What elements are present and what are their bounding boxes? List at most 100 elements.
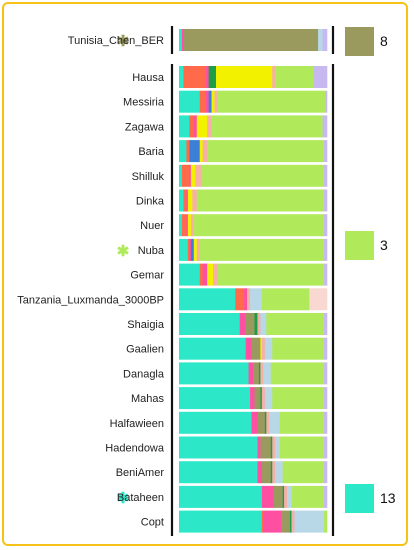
- category-label: Danagla: [123, 368, 165, 380]
- bar-segment-group_main-12-7: [260, 362, 264, 385]
- bar-segment-group_main-14-5: [264, 411, 267, 434]
- bar-segment-group_main-1-6: [211, 90, 215, 113]
- bar-segment-group_main-10-2: [239, 313, 246, 335]
- bar-segment-group_main-18-2: [263, 510, 282, 533]
- bar-segment-group_main-10-0: [179, 313, 240, 335]
- bar-segment-group_main-4-1: [181, 164, 190, 187]
- bar-segment-group_main-14-8: [269, 411, 280, 434]
- bar-segment-group_main-14-10: [324, 411, 328, 434]
- bar-segment-group_main-8-1: [199, 263, 203, 286]
- bar-segment-group_main-16-10: [324, 461, 328, 484]
- bar-segment-group_main-0-10: [313, 66, 328, 88]
- bar-segment-group_main-5-2: [186, 189, 189, 212]
- category-label: Shilluk: [132, 171, 165, 183]
- bar-segment-group_main-13-5: [260, 387, 263, 410]
- bar-segment-group_main-6-1: [181, 214, 187, 237]
- bar-segment-group_top-0-0: [179, 29, 183, 51]
- category-label: Tunisia_Chen_BER: [68, 35, 164, 47]
- bar-segment-group_main-1-1: [199, 90, 206, 113]
- asterisk-marker-icon: ✱: [117, 33, 130, 50]
- bar-segment-group_main-2-2: [193, 115, 198, 138]
- legend-count-label: 3: [380, 237, 388, 253]
- bar-segment-group_main-10-7: [257, 313, 261, 335]
- bar-segment-group_main-4-0: [179, 164, 183, 187]
- component-legend: 8 3 13: [345, 27, 396, 513]
- bar-segment-group_main-0-6: [216, 66, 273, 88]
- bar-segment-group_main-8-9: [217, 263, 325, 286]
- bar-segment-group_main-9-2: [244, 288, 248, 311]
- bar-segment-group_top-0-10: [322, 29, 328, 51]
- category-label: Nuer: [140, 220, 164, 232]
- bar-segment-group_main-18-7: [291, 510, 295, 533]
- bar-segment-group_main-10-4: [245, 313, 255, 335]
- bar-segment-group_main-1-7: [214, 90, 218, 113]
- bar-segment-group_main-5-6: [187, 189, 193, 212]
- bar-segment-group_main-6-0: [179, 214, 183, 237]
- bar-segment-group_main-14-0: [179, 411, 252, 434]
- bar-segment-group_main-18-8: [294, 510, 325, 533]
- bar-segment-group_main-16-9: [282, 461, 325, 484]
- bar-segment-group_main-3-7: [202, 140, 208, 163]
- bar-segment-group_main-7-7: [196, 238, 201, 261]
- bar-segment-group_main-15-4: [260, 436, 272, 459]
- bar-segment-group_main-13-8: [264, 387, 273, 410]
- bar-segment-group_main-13-0: [179, 387, 251, 410]
- bar-segment-group_main-6-10: [324, 214, 328, 237]
- bar-segment-group_main-1-0: [179, 90, 201, 113]
- bar-segment-group_main-8-0: [179, 263, 201, 286]
- bar-segment-group_main-4-2: [189, 164, 192, 187]
- bar-segment-group_main-5-1: [183, 189, 187, 212]
- bar-segment-group_main-0-0: [179, 66, 184, 88]
- category-labels: Tunisia_Chen_BER Hausa Messiria Zagawa Baria…: [17, 35, 165, 529]
- category-label: Hadendowa: [105, 443, 165, 455]
- bar-segment-group_main-15-0: [179, 436, 258, 459]
- bar-segment-group_main-2-9: [211, 115, 323, 138]
- legend-count-label: 13: [380, 490, 396, 506]
- bar-segment-group_main-15-8: [275, 436, 280, 459]
- bar-segment-group_top-0-2: [181, 29, 184, 51]
- marker-layer: ✱ ✱ ✱: [117, 33, 130, 507]
- bar-segment-group_main-13-7: [261, 387, 266, 410]
- category-label: Hausa: [132, 72, 165, 84]
- bar-segment-group_main-1-9: [217, 90, 326, 113]
- bar-segment-group_main-18-4: [281, 510, 291, 533]
- bar-segment-group_main-7-9: [199, 238, 325, 261]
- bar-segment-group_main-14-7: [266, 411, 270, 434]
- category-label: Gaalien: [126, 344, 164, 356]
- bar-segment-group_main-17-9: [291, 485, 325, 508]
- bar-segment-group_main-5-10: [324, 189, 328, 212]
- bar-segment-group_main-11-6: [260, 337, 263, 360]
- category-label: Zagawa: [125, 121, 165, 133]
- category-label: Copt: [141, 517, 164, 529]
- bar-segment-group_main-2-10: [322, 115, 328, 138]
- bar-segment-group_main-7-10: [324, 238, 328, 261]
- bar-segment-group_main-12-5: [258, 362, 261, 385]
- bar-segment-group_main-17-4: [273, 485, 283, 508]
- bar-segment-group_main-16-7: [272, 461, 276, 484]
- bar-segment-group_main-14-2: [251, 411, 258, 434]
- bar-segment-group_main-11-7: [261, 337, 266, 360]
- bar-segment-group_main-13-9: [272, 387, 325, 410]
- asterisk-marker-icon: ✱: [117, 243, 130, 260]
- category-label: Bataheen: [117, 492, 164, 504]
- bar-segment-group_main-13-4: [254, 387, 261, 410]
- bar-segment-group_main-6-9: [193, 214, 325, 237]
- bar-segment-group_main-6-6: [187, 214, 192, 237]
- bar-segment-group_main-2-7: [207, 115, 212, 138]
- bar-segment-group_main-12-10: [324, 362, 328, 385]
- bar-segment-group_main-7-1: [187, 238, 190, 261]
- bar-segment-group_top-0-4: [183, 29, 319, 51]
- bar-segment-group_main-11-9: [272, 337, 325, 360]
- axis-layer: [170, 26, 335, 536]
- bar-segment-group_main-4-9: [201, 164, 325, 187]
- bar-segment-group_main-5-7: [192, 189, 198, 212]
- bar-segment-group_main-15-2: [257, 436, 261, 459]
- category-label: Tanzania_Luxmanda_3000BP: [17, 294, 164, 306]
- bar-segment-group_main-11-0: [179, 337, 246, 360]
- bar-segment-group_main-1-10: [325, 90, 328, 113]
- legend-box-1: [345, 231, 374, 260]
- bar-segment-group_main-14-9: [279, 411, 325, 434]
- category-label: Halfawieen: [110, 418, 164, 430]
- bar-segment-group_main-3-6: [199, 140, 203, 163]
